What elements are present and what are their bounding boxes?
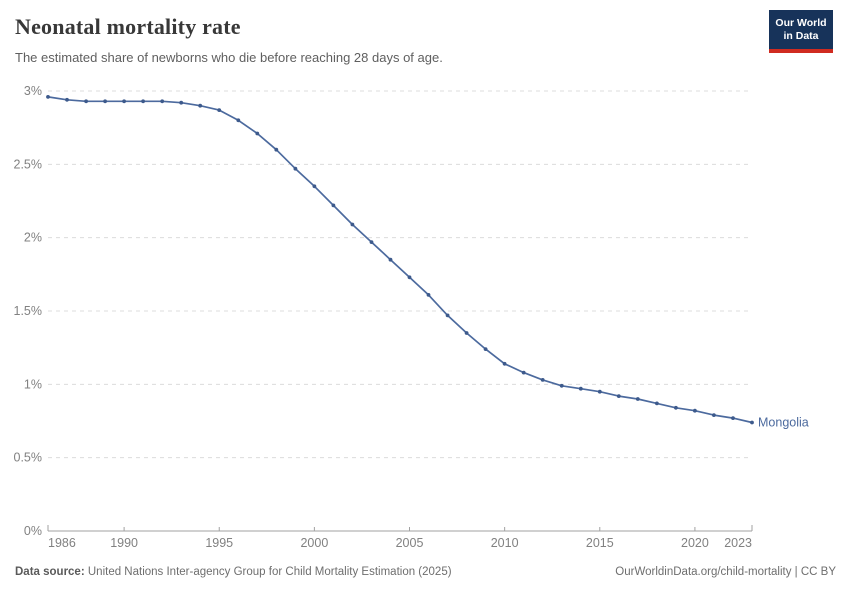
x-tick-label: 2015 [586, 536, 614, 550]
chart-header: Neonatal mortality rate The estimated sh… [15, 14, 750, 65]
data-point[interactable] [521, 370, 526, 375]
y-tick-label: 1% [24, 377, 42, 391]
data-point[interactable] [616, 394, 621, 398]
data-point[interactable] [122, 99, 126, 104]
data-point[interactable] [674, 405, 678, 410]
data-point[interactable] [293, 166, 298, 171]
data-point[interactable] [350, 222, 355, 227]
chart-footer: Data source: United Nations Inter-agency… [15, 566, 836, 578]
y-tick-label: 1.5% [14, 304, 43, 318]
data-point[interactable] [559, 383, 564, 388]
owid-logo-line2: in Data [783, 30, 819, 42]
owid-url-link[interactable]: OurWorldinData.org/child-mortality | CC … [615, 566, 836, 578]
x-tick-label: 1995 [205, 536, 233, 550]
data-point[interactable] [731, 416, 735, 420]
data-point[interactable] [274, 147, 279, 152]
data-point[interactable] [502, 361, 507, 366]
owid-logo-red-bar [769, 49, 833, 53]
x-tick-label: 2000 [300, 536, 328, 550]
y-tick-label: 3% [24, 84, 42, 98]
data-point[interactable] [445, 313, 450, 318]
owid-logo-line1: Our World [775, 17, 827, 29]
data-point[interactable] [103, 99, 107, 104]
data-point[interactable] [331, 203, 336, 208]
data-point[interactable] [464, 331, 469, 335]
y-tick-label: 2.5% [14, 157, 43, 171]
data-point[interactable] [369, 240, 374, 245]
data-point[interactable] [65, 97, 69, 102]
data-point[interactable] [388, 257, 393, 262]
data-point[interactable] [160, 99, 165, 104]
data-point[interactable] [217, 108, 222, 112]
data-point[interactable] [693, 408, 697, 413]
data-point[interactable] [655, 401, 659, 406]
data-point[interactable] [407, 275, 412, 280]
data-point[interactable] [750, 420, 754, 425]
x-tick-label: 2020 [681, 536, 709, 550]
data-point[interactable] [84, 99, 88, 104]
data-point[interactable] [255, 131, 260, 136]
data-point[interactable] [236, 118, 241, 123]
x-tick-label: 2005 [396, 536, 424, 550]
data-point[interactable] [312, 184, 317, 189]
chart-subtitle: The estimated share of newborns who die … [15, 50, 443, 65]
x-tick-label: 2023 [724, 536, 752, 550]
y-tick-label: 0.5% [14, 451, 43, 465]
x-tick-label: 1986 [48, 536, 76, 550]
data-point[interactable] [597, 389, 602, 394]
data-point[interactable] [179, 100, 184, 105]
series-end-label[interactable]: Mongolia [758, 415, 809, 429]
x-tick-label: 2010 [491, 536, 519, 550]
data-source-text: United Nations Inter-agency Group for Ch… [84, 566, 452, 578]
data-source-label: Data source: [15, 566, 85, 578]
data-point[interactable] [712, 413, 716, 417]
data-point[interactable] [426, 293, 431, 297]
data-point[interactable] [198, 103, 203, 108]
owid-logo-text: Our World in Data [769, 10, 833, 49]
trend-line[interactable] [47, 96, 753, 424]
data-point[interactable] [483, 347, 488, 351]
data-point[interactable] [635, 397, 640, 401]
x-tick-label: 1990 [110, 536, 138, 550]
data-point[interactable] [46, 95, 50, 99]
page-title: Neonatal mortality rate [15, 14, 241, 39]
owid-logo[interactable]: Our World in Data [769, 10, 833, 53]
data-point[interactable] [141, 99, 146, 104]
y-tick-label: 0% [24, 524, 42, 538]
data-source: Data source: United Nations Inter-agency… [15, 566, 452, 578]
y-tick-label: 2% [24, 231, 42, 245]
data-point[interactable] [578, 386, 583, 391]
data-point[interactable] [540, 378, 545, 382]
